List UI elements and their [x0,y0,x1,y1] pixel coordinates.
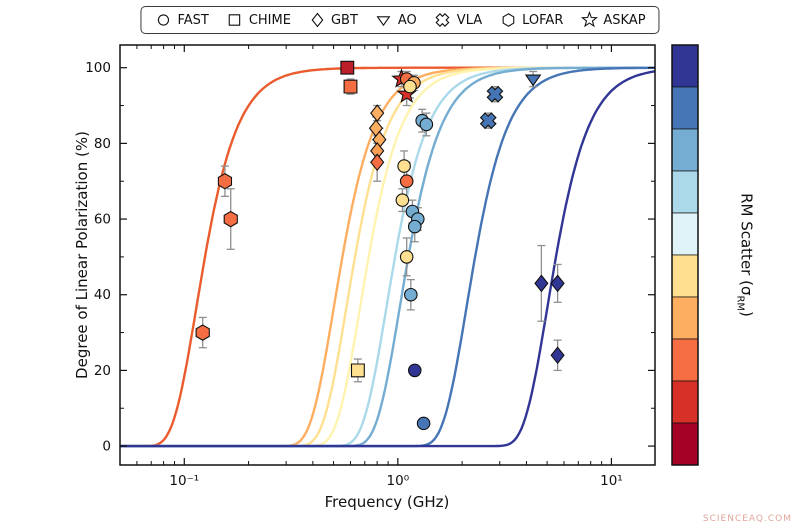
circle-icon [157,14,170,26]
axes: 10⁻¹ 10⁰ 10¹ 0 20 40 60 80 100 [85,44,656,489]
gbt-data-point [550,274,565,293]
x-tick-label: 10⁻¹ [169,473,199,489]
gbt-data-point [370,153,385,172]
diamond-icon-shape [311,12,323,28]
fast-data-point [416,416,431,431]
colorbar-segment [671,86,699,130]
legend-item-askap: ASKAP [580,11,646,29]
fast-data-point [399,250,414,264]
chime-data-point [350,363,365,378]
y-tick-label: 60 [94,212,111,228]
fast-data-point [407,363,422,378]
colorbar-segment [671,254,699,298]
data-points [195,60,565,431]
legend-item-vla: VLA [434,11,482,29]
star-icon-shape [580,11,598,28]
colorbar-segment [671,212,699,256]
colorbar [671,44,699,466]
colorbar-segment [671,338,699,382]
legend-label: CHIME [248,12,291,28]
legend-label: VLA [456,12,483,28]
legend-label: GBT [330,12,358,28]
x-square-icon-shape [435,13,450,27]
colorbar-label-prefix: RM Scatter (σ [737,193,756,296]
legend-item-lofar: LOFAR [499,11,563,29]
x-axis-label: Frequency (GHz) [324,493,450,511]
y-tick-label: 0 [102,439,111,455]
y-tick-label: 80 [94,136,111,152]
circle-icon-shape [157,14,170,26]
chime-data-point [340,60,355,75]
fast-data-point [397,159,411,173]
vla-data-point [479,112,497,130]
lofar-data-point [195,324,210,341]
gbt-data-point [534,274,549,293]
x-square-icon [435,13,450,27]
triangle-down-icon [376,16,391,27]
star-icon [580,11,598,28]
colorbar-segment [671,128,699,172]
legend-item-chime: CHIME [226,11,291,29]
colorbar-label: RM Scatter (σRM) [735,193,756,317]
ao-data-point [524,74,542,87]
fast-data-point [399,174,414,189]
watermark: SCIENCEAQ.COM [702,514,792,524]
vla-data-point [486,85,504,103]
y-tick-label: 20 [94,363,111,379]
lofar-data-point [223,210,238,228]
fast-data-point [419,117,434,132]
y-tick-label: 100 [85,60,111,76]
triangle-down-icon-shape [376,16,391,27]
legend-item-gbt: GBT [308,11,358,29]
y-tick-label: 40 [94,287,111,303]
colorbar-segment [671,170,699,214]
legend-label: ASKAP [603,12,646,28]
legend-label: LOFAR [522,12,564,28]
diamond-icon [311,12,323,28]
hexagon-icon [502,13,514,27]
colorbar-label-subscript: RM [734,295,746,312]
x-tick-label: 10¹ [600,473,623,489]
legend-label: AO [397,12,417,28]
hexagon-icon-shape [502,13,514,27]
lofar-data-point [217,172,233,190]
fast-data-point [404,287,418,302]
depolarization-curve [120,70,655,448]
colorbar-segment [671,296,699,340]
legend-item-fast: FAST [154,11,209,29]
colorbar-segment [671,422,699,466]
legend-label: FAST [177,12,209,28]
square-icon-shape [229,14,241,26]
colorbar-label-suffix: ) [737,311,756,317]
depolarization-curves [120,66,655,448]
legend-item-ao: AO [375,11,417,29]
fast-data-point [395,193,410,207]
fast-data-point [403,79,417,94]
colorbar-segment [671,380,699,424]
colorbar-segment [671,44,699,88]
x-tick-label: 10⁰ [387,473,410,489]
square-icon [229,14,241,26]
y-axis-label: Degree of Linear Polarization (%) [73,131,91,379]
telescope-legend: FAST CHIME GBT AO VLA LOFAR ASKAP [140,6,660,34]
fast-data-point [407,219,422,234]
chime-data-point [343,79,358,94]
gbt-data-point [550,346,565,365]
